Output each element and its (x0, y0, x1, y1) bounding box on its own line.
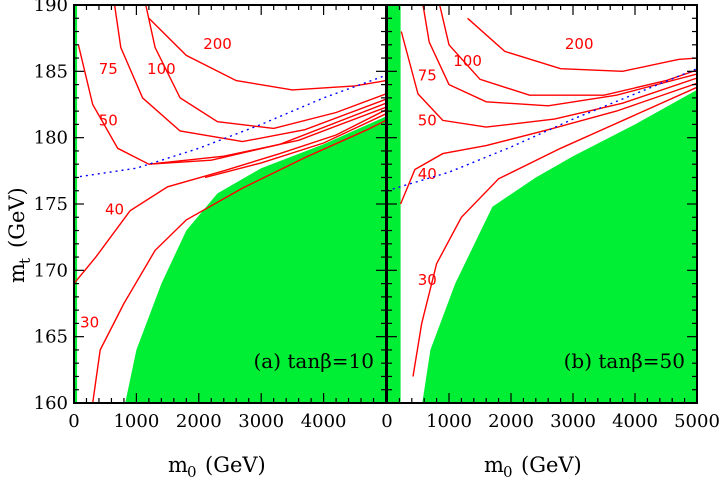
y-tick-label: 160 (34, 393, 68, 414)
x-axis-label-right: m 0 (GeV) (484, 453, 582, 478)
panel-a: 200 100 75 50 40 30 160 165 170 175 180 185 190 0 1000… (34, 0, 387, 432)
y-axis-label-main: m (5, 263, 29, 283)
y-axis-label-unit: (GeV) (5, 187, 29, 248)
contour-label: 50 (418, 112, 437, 130)
contour-label: 200 (203, 35, 232, 53)
contour-line (412, 86, 697, 377)
y-axis-label-sub: t (16, 258, 34, 264)
contour-line (204, 113, 386, 179)
x-tick-label: 0 (381, 411, 392, 432)
x-axis-label-unit: (GeV) (205, 453, 266, 477)
x-axis-label-main: m (168, 453, 188, 477)
contour-line (148, 106, 386, 165)
panel-b: 200 100 75 50 40 30 0 1000 2000 3000 4000 5000 (b) t… (381, 4, 720, 432)
x-tick-label: 4000 (301, 411, 347, 432)
contour-line (399, 82, 697, 205)
excluded-region (125, 116, 386, 403)
x-axis-label-unit: (GeV) (521, 453, 582, 477)
contour-label: 75 (99, 60, 118, 78)
y-tick-label: 180 (34, 128, 68, 149)
x-tick-label: 5000 (674, 411, 720, 432)
contour-line (92, 119, 386, 403)
contour-label: 50 (99, 112, 118, 130)
x-axis-label-sub: 0 (187, 463, 197, 478)
x-tick-label: 1000 (113, 411, 159, 432)
x-tick-label: 3000 (238, 411, 284, 432)
plot-area: 200 100 75 50 40 30 (387, 5, 697, 403)
contour-line (113, 5, 386, 143)
panel-label: (b) tanβ=50 (564, 349, 685, 373)
x-axis-label-left: m 0 (GeV) (168, 453, 266, 478)
y-tick-label: 185 (34, 61, 68, 82)
y-tick-label: 170 (34, 260, 68, 281)
x-tick-label: 0 (68, 411, 79, 432)
contour-label: 75 (418, 67, 437, 85)
x-tick-label: 1000 (426, 411, 472, 432)
x-tick-label: 2000 (488, 411, 534, 432)
contour-label: 40 (418, 165, 437, 183)
x-tick-label: 4000 (612, 411, 658, 432)
y-tick-label: 175 (34, 194, 68, 215)
x-axis-label-main: m (484, 453, 504, 477)
excluded-region (422, 89, 697, 403)
panel-label: (a) tanβ=10 (254, 349, 375, 373)
y-axis-label: m t (GeV) (5, 187, 34, 283)
x-tick-label: 3000 (550, 411, 596, 432)
contour-line (145, 5, 386, 130)
contour-label: 40 (105, 201, 124, 219)
dotted-line (387, 68, 697, 192)
y-tick-label: 190 (34, 0, 68, 16)
contour-label: 100 (147, 60, 176, 78)
plot-area: 200 100 75 50 40 30 (74, 5, 386, 403)
x-tick-label: 2000 (176, 411, 222, 432)
y-tick-label: 165 (34, 327, 68, 348)
contour-line (400, 31, 697, 128)
contour-label: 30 (80, 313, 99, 331)
contour-label: 30 (418, 271, 437, 289)
contour-label: 100 (453, 52, 482, 70)
contour-label: 200 (565, 35, 594, 53)
x-axis-label-sub: 0 (503, 463, 513, 478)
contour-line (467, 17, 697, 73)
contour-line (422, 5, 697, 107)
contour-line (148, 17, 386, 91)
contour-line (74, 109, 386, 285)
